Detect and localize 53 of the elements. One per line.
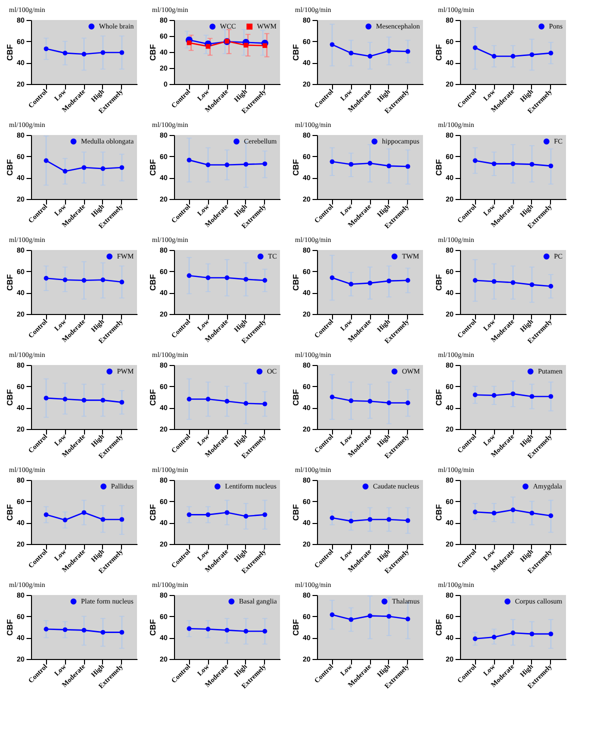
point (530, 52, 534, 58)
y-axis-title: CBF (6, 619, 15, 636)
point (492, 54, 496, 59)
y-axis-title: CBF (148, 619, 158, 636)
point (368, 54, 372, 59)
y-axis-title: CBF (434, 159, 444, 176)
y-axis-title: CBF (148, 504, 158, 521)
y-axis-title: CBF (292, 274, 301, 291)
point (348, 282, 354, 286)
point (62, 518, 68, 522)
point (548, 50, 554, 56)
point (262, 43, 268, 48)
y-axis-title: CBF (6, 274, 15, 291)
y-axis-title: CBF (434, 274, 444, 291)
point (120, 165, 124, 170)
y-axis-title: CBF (292, 389, 301, 406)
point (44, 512, 48, 518)
y-axis-title: CBF (292, 619, 301, 636)
point (244, 42, 248, 48)
y-axis-title: CBF (148, 159, 158, 176)
point (406, 49, 410, 54)
y-axis-title: CBF (434, 504, 444, 521)
y-axis-title: CBF (6, 44, 15, 61)
point (100, 166, 106, 171)
y-axis-title: CBF (292, 504, 301, 521)
point (330, 275, 334, 280)
point (186, 40, 192, 46)
point (206, 44, 210, 49)
y-axis-title: CBF (434, 44, 444, 61)
y-axis-title: CBF (434, 619, 444, 636)
point (510, 54, 516, 59)
y-axis-title: CBF (292, 159, 301, 176)
point (120, 517, 124, 522)
y-axis-title: CBF (434, 389, 444, 406)
point (386, 278, 392, 284)
y-axis-title: CBF (6, 159, 15, 176)
y-axis-title: CBF (148, 274, 158, 291)
y-axis-title: CBF (148, 389, 158, 406)
point (82, 510, 86, 515)
y-axis-title: CBF (6, 504, 15, 521)
point (100, 517, 106, 522)
point (386, 48, 392, 54)
point (368, 280, 372, 286)
y-axis-title: CBF (6, 389, 15, 406)
point (472, 45, 478, 50)
y-axis-title: CBF (292, 44, 301, 61)
point (82, 165, 86, 170)
point (348, 50, 354, 56)
y-axis-title: CBF (148, 44, 158, 61)
point (62, 168, 68, 174)
point (406, 278, 410, 283)
point (44, 158, 48, 163)
point (330, 42, 334, 47)
